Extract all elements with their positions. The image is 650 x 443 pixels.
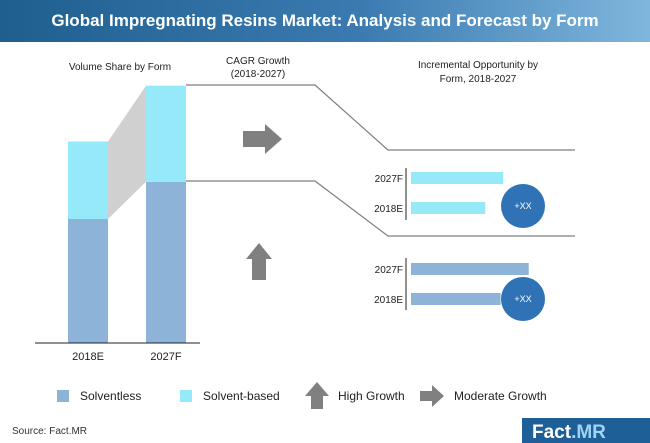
bar-connector (108, 85, 146, 219)
legend-label-solvent-based: Solvent-based (203, 389, 280, 403)
group2-increment-label: +XX (514, 294, 531, 304)
legend-label-solventless: Solventless (80, 389, 141, 403)
group2-increment-circle (501, 277, 545, 321)
legend-label-high-growth: High Growth (338, 389, 405, 403)
legend-swatch-solventless (57, 390, 69, 402)
x-tick-label-2018e: 2018E (72, 351, 104, 363)
header-banner: Global Impregnating Resins Market: Analy… (0, 0, 650, 42)
bar-solvent-based-2027f (146, 85, 186, 182)
brand-logo-box (522, 418, 650, 443)
group1-increment-circle (501, 184, 545, 228)
opportunity-title-line2: Form, 2018-2027 (440, 74, 517, 85)
opportunity-bar-group2-2018e (411, 293, 501, 305)
page-title: Global Impregnating Resins Market: Analy… (51, 11, 599, 30)
segment-lower-line (186, 180, 575, 237)
legend-label-moderate-growth: Moderate Growth (454, 389, 547, 403)
opportunity-title-line1: Incremental Opportunity by (418, 60, 538, 71)
high-growth-arrow-icon (246, 243, 272, 280)
cagr-title-line1: CAGR Growth (226, 56, 290, 67)
brand-logo: Fact.MR (532, 422, 606, 443)
brand-logo-main: Fact (532, 422, 572, 443)
group1-label-2018e: 2018E (374, 204, 403, 215)
group2-label-2027f: 2027F (375, 265, 403, 276)
opportunity-bar-group1-2027f (411, 172, 504, 184)
opportunity-bar-group2-2027f (411, 263, 529, 275)
opportunity-bar-group1-2018e (411, 202, 486, 214)
segment-upper-line (186, 84, 575, 151)
group1-label-2027f: 2027F (375, 174, 403, 185)
volume-share-bars (68, 85, 186, 343)
brand-logo-suffix: .MR (571, 422, 606, 443)
cagr-title-line2: (2018-2027) (231, 69, 285, 80)
bar-solventless-2027f (146, 181, 186, 343)
bar-solventless-2018e (68, 219, 108, 343)
legend-high-growth-arrow-icon (305, 382, 329, 409)
source-note: Source: Fact.MR (12, 426, 87, 437)
x-tick-label-2027f: 2027F (150, 351, 181, 363)
opportunity-bars (411, 172, 529, 305)
bar-solvent-based-2018e (68, 141, 108, 219)
legend-moderate-growth-arrow-icon (420, 385, 444, 407)
moderate-growth-arrow-icon (243, 124, 282, 154)
volume-share-title: Volume Share by Form (69, 62, 171, 73)
legend-swatch-solvent-based (180, 390, 192, 402)
group2-label-2018e: 2018E (374, 295, 403, 306)
group1-increment-label: +XX (514, 201, 531, 211)
